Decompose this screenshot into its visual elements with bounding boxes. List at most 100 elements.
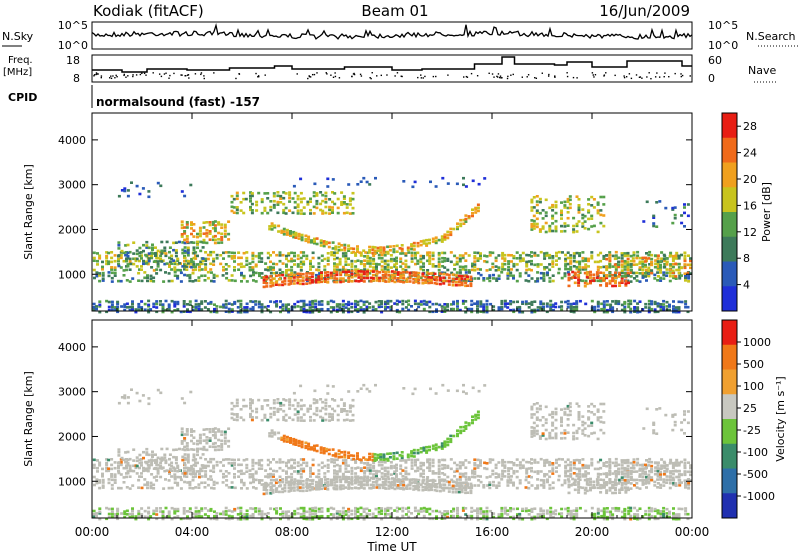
velocity-cell [251, 513, 255, 516]
power-cell [596, 203, 600, 206]
velocity-cell [674, 517, 678, 521]
velocity-cell [584, 470, 588, 473]
power-cell [577, 273, 581, 277]
power-cell [650, 257, 654, 261]
power-cell [130, 181, 133, 184]
velocity-cell [335, 487, 339, 491]
velocity-cell [383, 469, 387, 472]
power-cell [356, 247, 359, 251]
velocity-cell [501, 475, 505, 478]
power-cell [147, 303, 151, 307]
velocity-cell [395, 473, 398, 476]
power-cell [548, 253, 552, 257]
velocity-cell [194, 514, 198, 518]
velocity-cell [233, 463, 236, 467]
velocity-cell [243, 517, 247, 521]
velocity-cell [671, 466, 675, 470]
power-cell [641, 268, 645, 272]
power-cell [614, 279, 617, 283]
power-cell [567, 278, 571, 282]
velocity-cell [384, 514, 387, 518]
power-cell [285, 269, 288, 272]
power-cell [181, 251, 185, 255]
velocity-cell [230, 510, 234, 513]
power-cell [521, 302, 525, 305]
power-cell [482, 305, 486, 309]
power-cell [217, 223, 221, 226]
power-cell [627, 305, 631, 309]
power-cell [454, 283, 458, 287]
power-cell [462, 183, 465, 187]
power-cell [359, 262, 363, 266]
velocity-cell [442, 479, 446, 483]
power-cell [476, 203, 480, 207]
power-cell [161, 303, 165, 306]
power-cell [560, 211, 563, 214]
velocity-cell [123, 510, 127, 513]
power-cell [456, 302, 459, 305]
power-cell [476, 300, 479, 303]
velocity-cell [527, 461, 531, 464]
power-cell [533, 263, 537, 267]
power-cell [151, 252, 154, 255]
power-cell [587, 203, 591, 206]
velocity-cell [443, 464, 447, 467]
velocity-cell [488, 481, 492, 484]
velocity-cell [98, 486, 102, 490]
power-cell [314, 302, 318, 306]
power-cell [626, 254, 630, 257]
power-cell [159, 300, 162, 303]
power-cell [577, 278, 581, 282]
velocity-cell [354, 472, 358, 475]
velocity-cell [447, 487, 451, 490]
power-cell [538, 211, 542, 215]
velocity-cell [629, 487, 633, 490]
power-cell [147, 252, 151, 255]
power-cell [204, 266, 208, 269]
velocity-cell [581, 463, 585, 467]
power-cell [341, 308, 345, 311]
power-cell [473, 254, 477, 258]
power-cell [617, 300, 621, 303]
power-cell [284, 212, 288, 215]
power-cell [371, 273, 375, 277]
velocity-cell [155, 517, 159, 521]
power-cell [401, 252, 405, 255]
power-cell [167, 308, 171, 311]
velocity-cell [464, 481, 468, 485]
power-cell [372, 254, 376, 258]
beam-title: Beam 01 [361, 2, 428, 20]
power-cell [419, 267, 423, 271]
velocity-cell [560, 483, 564, 487]
velocity-cell [458, 461, 462, 464]
nave-dot [664, 72, 666, 74]
power-cell [293, 251, 296, 255]
velocity-cell [470, 506, 474, 510]
velocity-cell [671, 461, 675, 465]
nave-dot [257, 76, 259, 78]
velocity-cell [443, 458, 447, 462]
velocity-cell [279, 513, 282, 516]
power-cell [277, 230, 281, 233]
power-cell [672, 300, 675, 303]
velocity-cell [653, 517, 657, 521]
velocity-cell [672, 507, 675, 510]
velocity-cell [527, 481, 531, 484]
power-cell [333, 268, 336, 271]
power-cell [114, 306, 118, 309]
velocity-cell [512, 481, 515, 485]
velocity-cell [227, 461, 231, 465]
power-cell [243, 308, 247, 312]
velocity-cell [338, 510, 342, 513]
power-cell [592, 273, 596, 277]
velocity-cell [466, 491, 469, 494]
velocity-cell [401, 509, 405, 513]
velocity-cell [525, 469, 529, 473]
power-cell [503, 302, 507, 305]
velocity-cell [371, 515, 375, 519]
power-cell [110, 256, 114, 260]
power-cell [578, 254, 582, 258]
velocity-cell [564, 470, 568, 473]
velocity-cell [378, 486, 382, 490]
power-cell [590, 254, 594, 258]
